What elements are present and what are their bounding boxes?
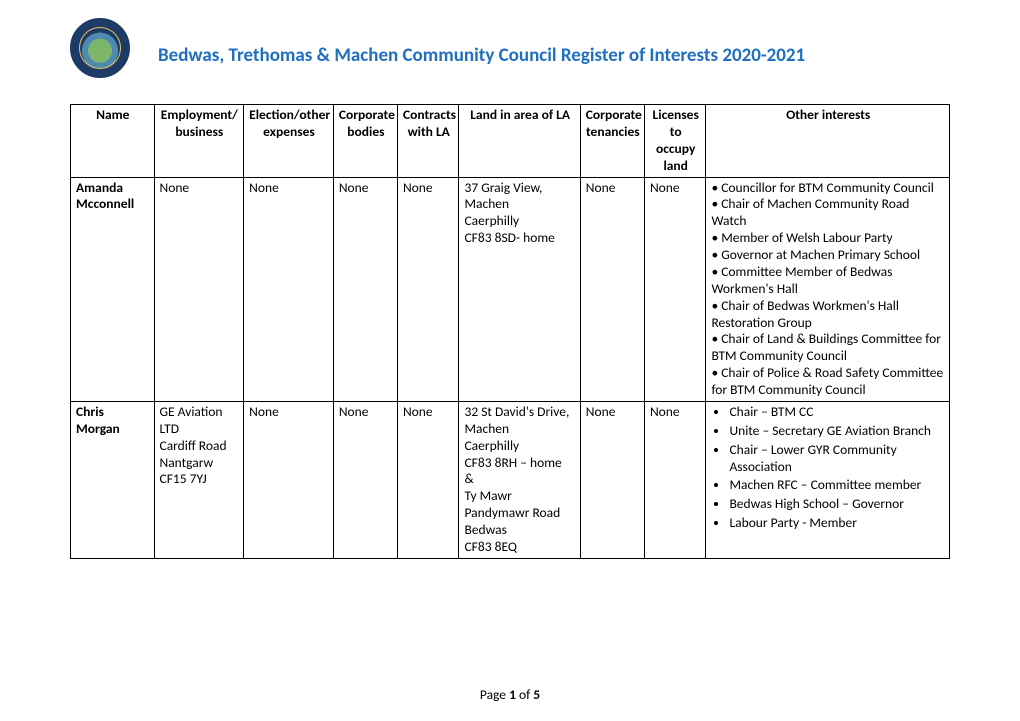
col-election: Election/other expenses	[244, 105, 334, 178]
page-header: Bedwas, Trethomas & Machen Community Cou…	[70, 18, 950, 78]
cell-text: None	[586, 179, 616, 196]
cell-text: None	[160, 179, 190, 196]
cell-text: 37 Graig View, Machen Caerphilly CF83 8S…	[464, 179, 554, 247]
footer-current: 1	[509, 686, 516, 703]
cell-corp-bodies: None	[333, 401, 397, 558]
col-contracts: Contracts with LA	[397, 105, 459, 178]
col-licenses: Licenses to occupy land	[644, 105, 706, 178]
cell-name: Amanda Mcconnell	[71, 177, 155, 401]
cell-text: None	[650, 179, 680, 196]
cell-text: None	[249, 179, 279, 196]
cell-contracts: None	[397, 401, 459, 558]
cell-text: • Councillor for BTM Community Council •…	[711, 179, 943, 399]
cell-text: 32 St David's Drive, Machen Caerphilly C…	[464, 403, 569, 555]
document-page: Bedwas, Trethomas & Machen Community Cou…	[0, 0, 1020, 721]
table-row: Chris Morgan GE Aviation LTD Cardiff Roa…	[71, 401, 950, 558]
list-item: Unite – Secretary GE Aviation Branch	[729, 423, 945, 440]
cell-text: None	[403, 179, 433, 196]
cell-text: None	[339, 179, 369, 196]
cell-licenses: None	[644, 401, 706, 558]
cell-contracts: None	[397, 177, 459, 401]
table-row: Amanda Mcconnell None None None None 37 …	[71, 177, 950, 401]
cell-name: Chris Morgan	[71, 401, 155, 558]
cell-election: None	[244, 401, 334, 558]
other-interests-list: Chair – BTM CC Unite – Secretary GE Avia…	[711, 404, 945, 532]
cell-tenancies: None	[580, 177, 644, 401]
footer-total: 5	[533, 686, 540, 703]
footer-prefix: Page	[480, 686, 509, 703]
list-item: Chair – BTM CC	[729, 404, 945, 421]
register-table: Name Employment/ business Election/other…	[70, 104, 950, 559]
list-item: Bedwas High School – Governor	[729, 496, 945, 513]
col-corp-bodies: Corporate bodies	[333, 105, 397, 178]
cell-other: • Councillor for BTM Community Council •…	[706, 177, 950, 401]
cell-text: None	[650, 403, 680, 420]
col-tenancies: Corporate tenancies	[580, 105, 644, 178]
cell-text: Chris Morgan	[76, 403, 120, 437]
cell-land: 32 St David's Drive, Machen Caerphilly C…	[459, 401, 580, 558]
cell-tenancies: None	[580, 401, 644, 558]
list-item: Labour Party - Member	[729, 515, 945, 532]
footer-of: of	[516, 686, 533, 703]
cell-employment: GE Aviation LTD Cardiff Road Nantgarw CF…	[154, 401, 244, 558]
cell-text: None	[403, 403, 433, 420]
cell-text: Amanda Mcconnell	[76, 179, 134, 213]
page-title: Bedwas, Trethomas & Machen Community Cou…	[158, 44, 805, 67]
cell-land: 37 Graig View, Machen Caerphilly CF83 8S…	[459, 177, 580, 401]
page-footer: Page 1 of 5	[0, 686, 1020, 703]
col-land: Land in area of LA	[459, 105, 580, 178]
col-name: Name	[71, 105, 155, 178]
col-employment: Employment/ business	[154, 105, 244, 178]
cell-text: None	[586, 403, 616, 420]
list-item: Chair – Lower GYR Community Association	[729, 442, 945, 476]
cell-other: Chair – BTM CC Unite – Secretary GE Avia…	[706, 401, 950, 558]
cell-text: None	[249, 403, 279, 420]
cell-employment: None	[154, 177, 244, 401]
cell-text: GE Aviation LTD Cardiff Road Nantgarw CF…	[160, 403, 227, 488]
cell-corp-bodies: None	[333, 177, 397, 401]
col-other: Other interests	[706, 105, 950, 178]
list-item: Machen RFC – Committee member	[729, 477, 945, 494]
cell-election: None	[244, 177, 334, 401]
cell-text: None	[339, 403, 369, 420]
cell-licenses: None	[644, 177, 706, 401]
table-header-row: Name Employment/ business Election/other…	[71, 105, 950, 178]
council-logo-icon	[70, 18, 130, 78]
